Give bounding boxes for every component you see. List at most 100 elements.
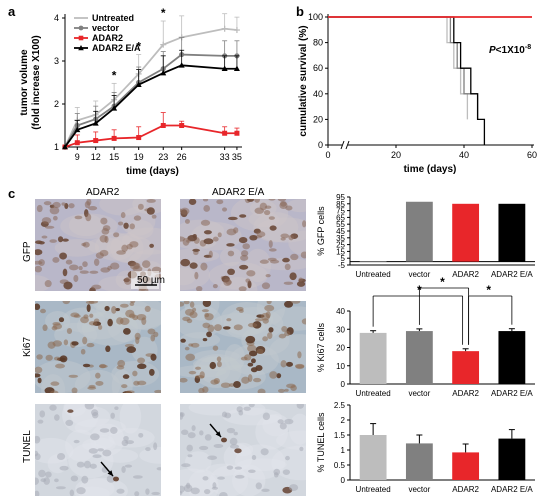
micrograph-nucleus (203, 230, 212, 235)
chart-a-point (178, 62, 185, 68)
chart-a-x-tick-label: 35 (232, 152, 242, 162)
chart-a-legend-label: ADAR2 E/A (92, 43, 141, 53)
chart-c-tunel-bar (452, 452, 480, 480)
chart-b-x-axis-label: time (days) (404, 164, 457, 175)
chart-a-point (111, 135, 117, 141)
chart-a-significance-star: * (112, 68, 117, 82)
micrograph-nucleus (89, 463, 97, 469)
micrograph-nucleus (238, 236, 248, 244)
chart-c-gfp-y-tick-label: 25 (336, 241, 345, 250)
chart-c-tunel-y-tick-label: 2 (341, 416, 346, 425)
micrograph-nucleus (56, 453, 66, 461)
micrograph-nucleus (262, 412, 270, 421)
chart-a-legend-label: Untreated (92, 13, 134, 23)
micrograph-nucleus (241, 250, 249, 257)
micrograph-nucleus (40, 478, 47, 483)
micrograph-nucleus (229, 383, 235, 387)
chart-c-tunel-y-tick-label: 2.5 (334, 401, 346, 410)
micrograph-nucleus (45, 354, 53, 361)
chart-c-tunel-y-tick-label: 1.5 (334, 431, 346, 440)
micrograph-nucleus (107, 265, 112, 271)
micrograph-tissue-patch (93, 301, 137, 312)
micrograph-nucleus (92, 411, 99, 419)
chart-c-gfp-x-tick-label: vector (408, 270, 430, 279)
micrograph-nucleus (59, 252, 67, 260)
micrograph-tissue-patch (35, 360, 91, 393)
micrograph-nucleus (181, 429, 189, 436)
chart-c-gfp-y-tick-label: 15 (336, 247, 345, 256)
micrograph-nucleus (267, 332, 273, 340)
micrograph-nucleus (262, 318, 269, 324)
micrograph-nucleus (41, 217, 52, 224)
micrograph-nucleus (238, 286, 247, 291)
micrograph-tissue-patch (63, 404, 87, 417)
micrograph-image (35, 404, 161, 496)
micrograph-nucleus (255, 318, 264, 322)
micrograph-nucleus (44, 280, 52, 288)
micrograph-nucleus (68, 374, 79, 378)
chart-c-ki67-significance-star: * (440, 275, 445, 289)
micrograph-nucleus (290, 301, 301, 304)
micrograph-nucleus (259, 259, 269, 264)
micrograph-nucleus (52, 257, 60, 263)
micrograph-tissue-patch (219, 247, 243, 267)
micrograph-nucleus (99, 234, 108, 243)
micrograph-nucleus (81, 475, 89, 484)
micrograph-nucleus (289, 272, 297, 281)
chart-a-significance-star: * (136, 40, 141, 54)
chart-c-ki67-significance-star: * (486, 283, 491, 297)
chart-c-tunel-x-tick-label: ADAR2 (452, 485, 479, 494)
micrograph-nucleus (208, 250, 213, 259)
micrograph-nucleus (226, 243, 235, 247)
chart-a-series-line (64, 27, 238, 148)
micrograph-nucleus (195, 286, 203, 291)
micrograph-nucleus (239, 264, 249, 270)
micrograph-nucleus (301, 318, 306, 325)
micrograph-nucleus (239, 214, 247, 218)
micrograph-nucleus (100, 217, 108, 225)
micrograph-nucleus (257, 388, 266, 393)
tunel-positive-nucleus (113, 476, 119, 482)
micrograph-nucleus (136, 313, 147, 321)
micrograph-nucleus (151, 214, 157, 219)
micrograph-nucleus (189, 262, 198, 269)
micrograph-nucleus (248, 404, 255, 408)
micrograph-nucleus (86, 304, 91, 312)
micrograph-nucleus (200, 262, 208, 271)
micrograph-nucleus (62, 268, 68, 277)
micrograph-nucleus (245, 278, 251, 283)
micrograph-nucleus (45, 471, 52, 478)
micrograph-nucleus (216, 361, 222, 368)
micrograph-nucleus (285, 361, 294, 367)
micrograph-tissue-patch (223, 443, 253, 472)
micrograph-nucleus (250, 367, 258, 373)
chart-a-point (92, 120, 99, 126)
chart-c-ki67-y-axis-label: % Ki67 cells (316, 322, 326, 372)
micrograph-nucleus (104, 305, 110, 312)
micrograph-nucleus (226, 427, 236, 434)
chart-a-point (221, 65, 228, 72)
micrograph-nucleus (133, 380, 140, 386)
chart-c-ki67-bar (359, 332, 387, 384)
chart-b-axis-break-gap (342, 142, 348, 148)
micrograph-nucleus (68, 264, 79, 271)
micrograph-nucleus (249, 234, 258, 241)
micrograph-nucleus (191, 425, 196, 431)
micrograph-nucleus (40, 308, 46, 314)
micrograph-nucleus (236, 406, 243, 413)
micrograph-nucleus (243, 406, 251, 411)
micrograph-nucleus (288, 234, 294, 241)
micrograph-nucleus (82, 261, 88, 268)
micrograph-nucleus (279, 422, 287, 430)
micrograph-nucleus (199, 445, 209, 451)
micrograph-nucleus (247, 344, 257, 353)
chart-b-x-tick-label: 60 (527, 150, 537, 160)
micrograph-nucleus (242, 243, 250, 250)
chart-b-p-value-annotation: P<1X10-8 (489, 44, 531, 56)
chart-a-series (62, 112, 240, 150)
chart-a-legend-marker (78, 45, 84, 51)
micrograph-nucleus (217, 232, 222, 238)
micrograph-nucleus (99, 428, 110, 433)
chart-a-point (111, 105, 118, 111)
chart-c-tunel-y-tick-label: 0.5 (334, 461, 346, 470)
